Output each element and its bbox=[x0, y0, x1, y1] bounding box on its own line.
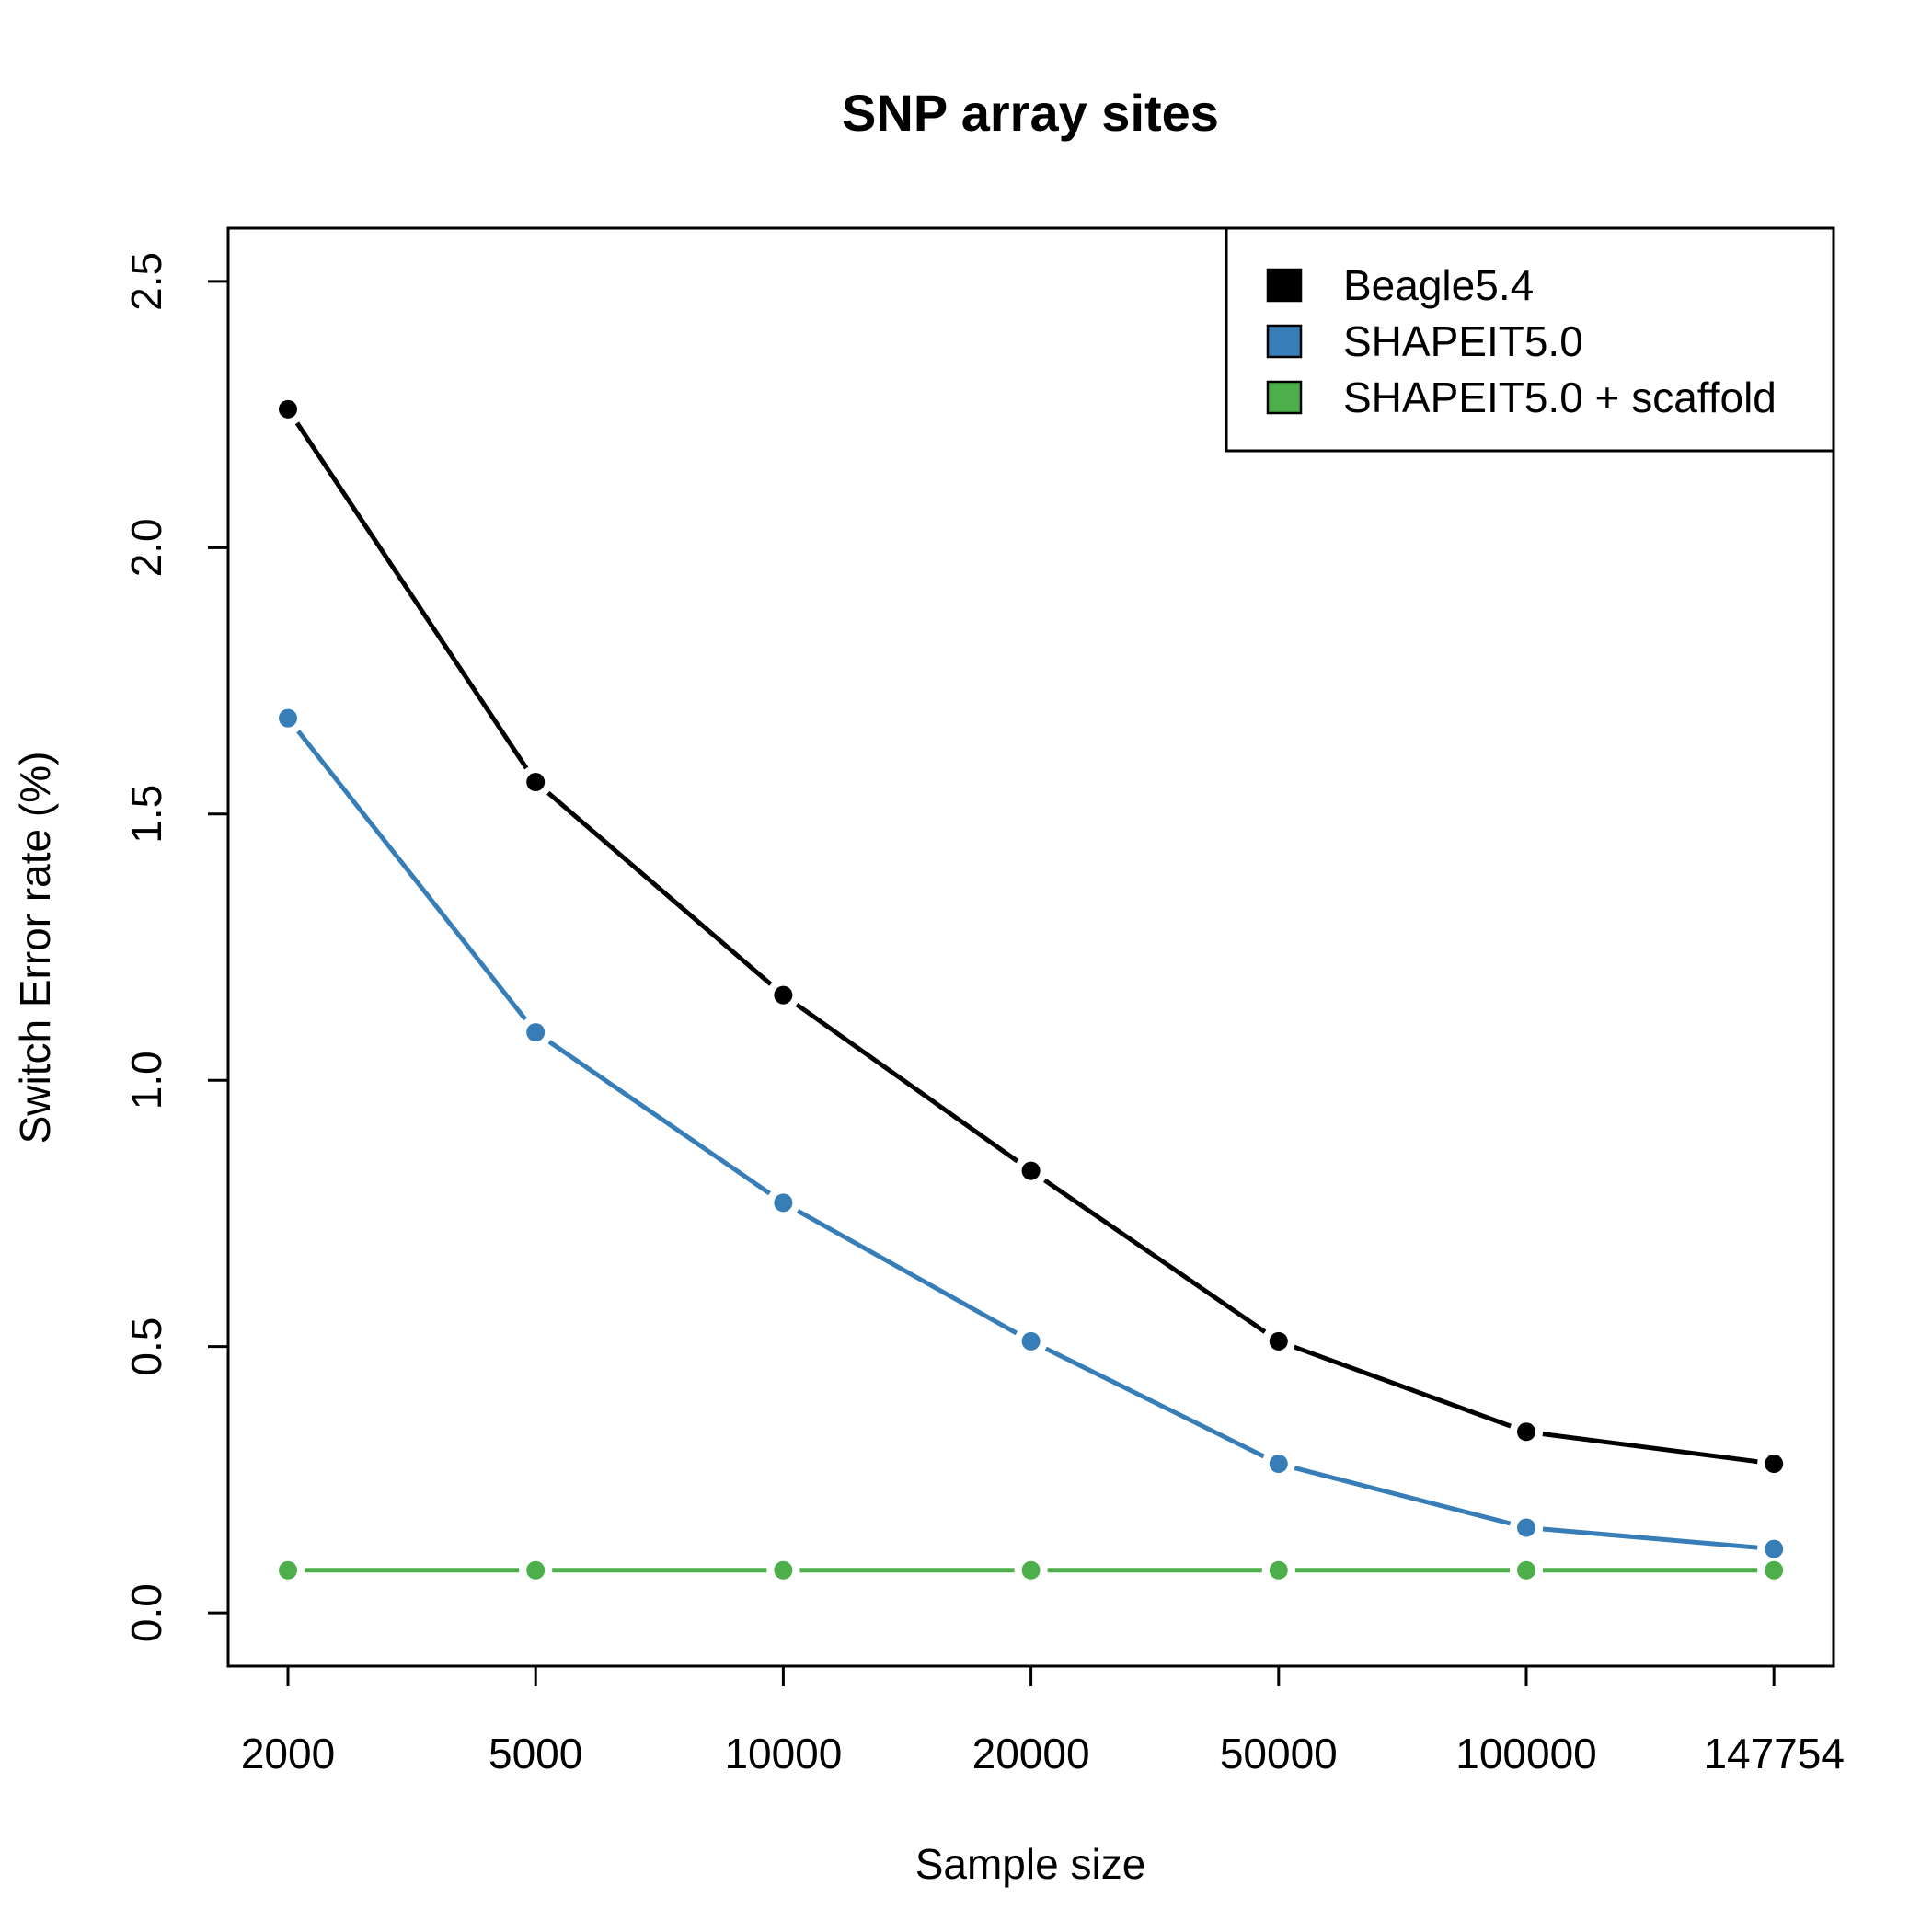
legend-label: Beagle5.4 bbox=[1343, 261, 1534, 309]
series-line-segment bbox=[795, 1002, 1019, 1164]
data-point bbox=[526, 1560, 546, 1580]
series-line-segment bbox=[1044, 1346, 1265, 1459]
data-point bbox=[279, 1560, 297, 1580]
data-point bbox=[1517, 1422, 1535, 1442]
x-tick-label: 100000 bbox=[1455, 1730, 1597, 1777]
data-point bbox=[774, 985, 793, 1005]
data-point bbox=[1021, 1560, 1041, 1580]
y-axis: 0.0 0.5 1.0 1.5 2.0 2.5 bbox=[122, 252, 228, 1642]
data-point bbox=[279, 399, 297, 419]
data-point bbox=[1765, 1560, 1784, 1580]
series-line-segment bbox=[546, 790, 773, 986]
series-line-segment bbox=[1542, 1432, 1758, 1465]
data-point bbox=[1021, 1161, 1041, 1180]
data-point bbox=[279, 708, 297, 728]
series-line-segment bbox=[294, 421, 529, 770]
data-point bbox=[1021, 1331, 1041, 1351]
series-line-segment bbox=[1043, 1178, 1267, 1334]
legend: Beagle5.4 SHAPEIT5.0 SHAPEIT5.0 + scaffold bbox=[1225, 226, 1835, 453]
x-axis-label: Sample size bbox=[915, 1840, 1146, 1888]
data-point bbox=[774, 1560, 793, 1580]
chart-title: SNP array sites bbox=[842, 84, 1219, 142]
data-point bbox=[1517, 1560, 1535, 1580]
series-line-segment bbox=[796, 1208, 1018, 1336]
legend-swatch bbox=[1266, 268, 1303, 303]
x-tick-label: 2000 bbox=[241, 1730, 335, 1777]
series-0 bbox=[279, 399, 1784, 1474]
data-point bbox=[774, 1193, 793, 1213]
data-point bbox=[526, 773, 546, 792]
series-line-segment bbox=[1294, 1466, 1512, 1526]
y-tick-label: 2.5 bbox=[122, 252, 170, 311]
series-line-segment bbox=[1542, 1526, 1758, 1550]
y-tick-label: 0.5 bbox=[122, 1317, 170, 1376]
series-line-segment bbox=[547, 1040, 771, 1196]
x-tick-label: 10000 bbox=[724, 1730, 842, 1777]
x-axis: 2000 5000 10000 20000 50000 100000 147754 bbox=[241, 1664, 1845, 1777]
data-point bbox=[1269, 1331, 1288, 1351]
data-point bbox=[1765, 1455, 1784, 1474]
data-point bbox=[1269, 1455, 1288, 1474]
x-tick-label: 147754 bbox=[1703, 1730, 1845, 1777]
data-point bbox=[1517, 1518, 1535, 1537]
y-tick-label: 0.0 bbox=[122, 1583, 170, 1642]
series-line-segment bbox=[296, 730, 528, 1021]
data-point bbox=[1765, 1539, 1784, 1558]
x-tick-label: 50000 bbox=[1220, 1730, 1338, 1777]
series-2 bbox=[279, 1560, 1784, 1580]
series-line-segment bbox=[1293, 1344, 1512, 1429]
y-tick-label: 1.5 bbox=[122, 785, 170, 844]
legend-swatch bbox=[1266, 380, 1303, 415]
legend-box bbox=[1225, 226, 1835, 453]
data-point bbox=[1269, 1560, 1288, 1580]
y-tick-label: 1.0 bbox=[122, 1051, 170, 1110]
y-tick-label: 2.0 bbox=[122, 518, 170, 577]
x-tick-label: 20000 bbox=[972, 1730, 1090, 1777]
legend-swatch bbox=[1266, 324, 1303, 359]
y-axis-label: Switch Error rate (%) bbox=[11, 752, 59, 1144]
series-layer bbox=[279, 399, 1784, 1580]
x-tick-label: 5000 bbox=[489, 1730, 582, 1777]
series-1 bbox=[279, 708, 1784, 1558]
legend-label: SHAPEIT5.0 + scaffold bbox=[1343, 374, 1777, 421]
data-point bbox=[526, 1023, 546, 1042]
legend-label: SHAPEIT5.0 bbox=[1343, 317, 1583, 365]
